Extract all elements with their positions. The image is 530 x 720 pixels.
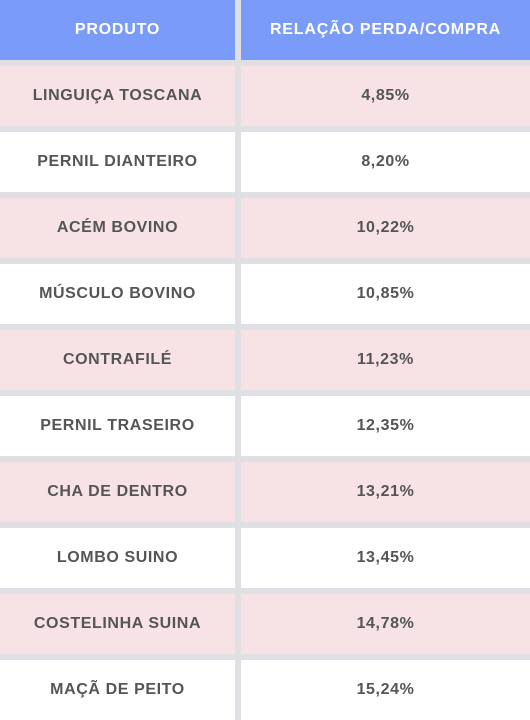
- cell-produto: CONTRAFILÉ: [0, 330, 235, 390]
- cell-produto: MÚSCULO BOVINO: [0, 264, 235, 324]
- cell-relacao: 4,85%: [241, 66, 530, 126]
- cell-produto: CHA DE DENTRO: [0, 462, 235, 522]
- cell-produto: ACÉM BOVINO: [0, 198, 235, 258]
- cell-produto: COSTELINHA SUINA: [0, 594, 235, 654]
- cell-relacao: 13,21%: [241, 462, 530, 522]
- cell-produto: PERNIL TRASEIRO: [0, 396, 235, 456]
- cell-relacao: 14,78%: [241, 594, 530, 654]
- cell-relacao: 10,85%: [241, 264, 530, 324]
- cell-produto: MAÇÃ DE PEITO: [0, 660, 235, 720]
- cell-relacao: 10,22%: [241, 198, 530, 258]
- cell-produto: LINGUIÇA TOSCANA: [0, 66, 235, 126]
- cell-produto: PERNIL DIANTEIRO: [0, 132, 235, 192]
- cell-relacao: 12,35%: [241, 396, 530, 456]
- cell-relacao: 13,45%: [241, 528, 530, 588]
- column-header-relacao: RELAÇÃO PERDA/COMPRA: [241, 0, 530, 60]
- cell-relacao: 15,24%: [241, 660, 530, 720]
- cell-relacao: 8,20%: [241, 132, 530, 192]
- cell-produto: LOMBO SUINO: [0, 528, 235, 588]
- column-header-produto: PRODUTO: [0, 0, 235, 60]
- cell-relacao: 11,23%: [241, 330, 530, 390]
